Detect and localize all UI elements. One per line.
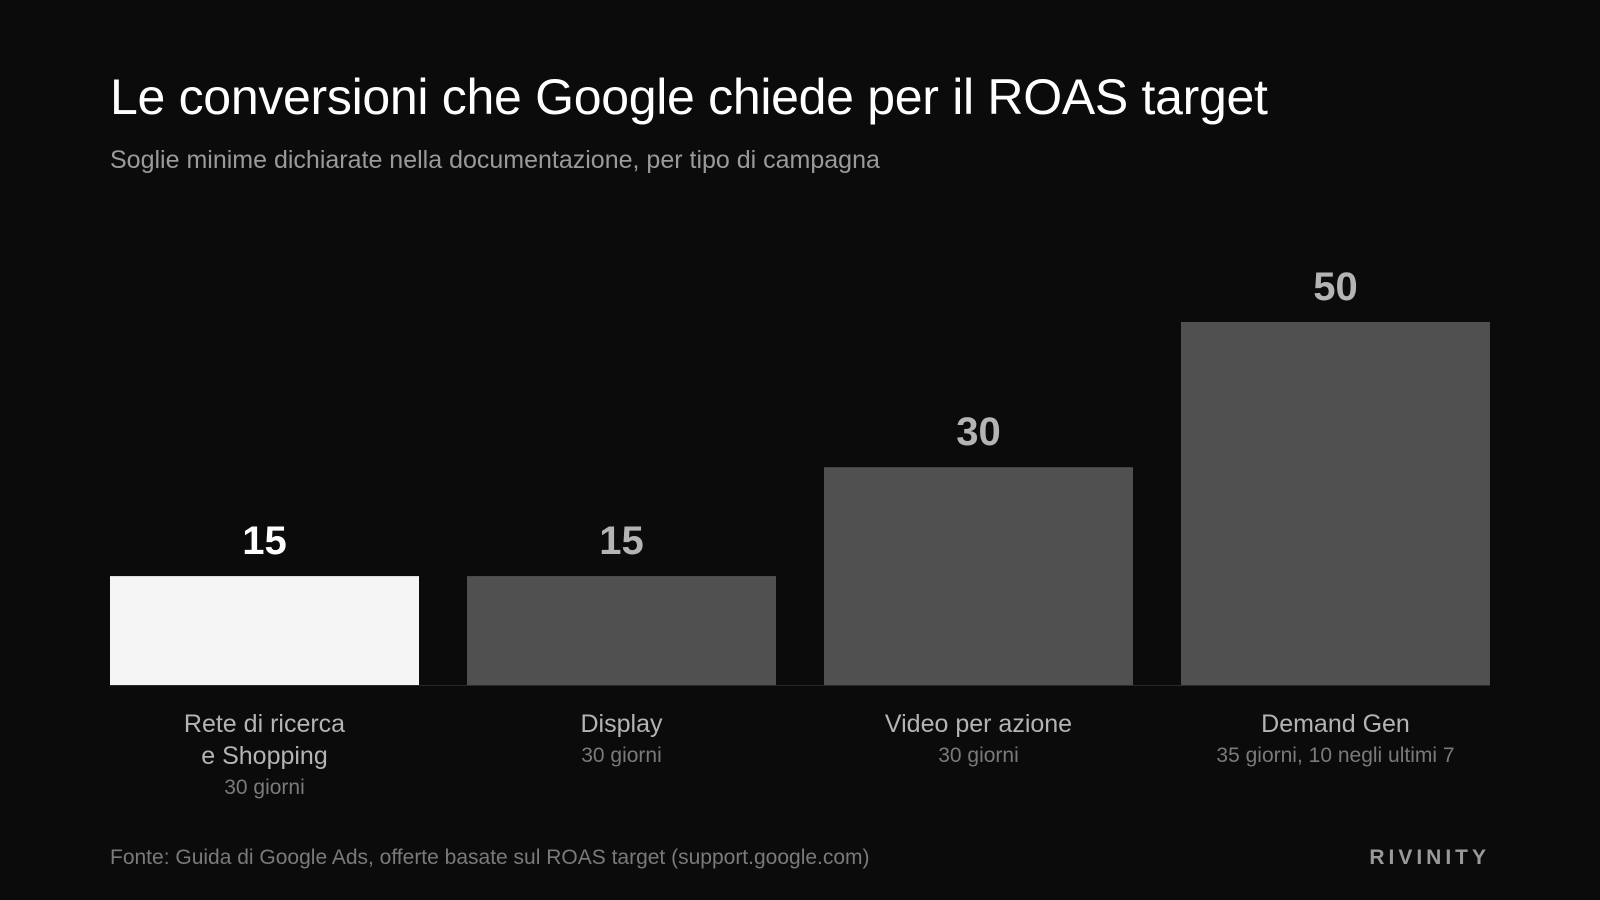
chart-title: Le conversioni che Google chiede per il …: [110, 69, 1268, 125]
source-note: Fonte: Guida di Google Ads, offerte basa…: [110, 846, 870, 869]
bar-1: [467, 576, 776, 685]
bar-0: [110, 576, 419, 685]
bar-3: [1181, 322, 1490, 685]
bar-value-label-1: 15: [599, 519, 644, 563]
bar-2: [824, 467, 1133, 685]
category-label-1-0: Display: [581, 710, 663, 738]
category-label-0-1: e Shopping: [201, 742, 328, 770]
brand-logo: RIVINITY: [1369, 846, 1490, 869]
category-label-0-0: Rete di ricerca: [184, 710, 345, 738]
category-sublabel-1: 30 giorni: [581, 744, 662, 767]
bar-chart: 15 Rete di ricerca e Shopping 30 giorni 15 Di…: [110, 265, 1490, 799]
bar-value-label-3: 50: [1313, 265, 1358, 309]
chart-subtitle: Soglie minime dichiarate nella documenta…: [110, 146, 880, 174]
category-sublabel-0: 30 giorni: [224, 776, 305, 799]
category-sublabel-3: 35 giorni, 10 negli ultimi 7: [1216, 744, 1454, 767]
bar-value-label-2: 30: [956, 410, 1001, 454]
category-sublabel-2: 30 giorni: [938, 744, 1019, 767]
category-label-2-0: Video per azione: [885, 710, 1072, 738]
bar-value-label-0: 15: [242, 519, 287, 563]
category-label-3-0: Demand Gen: [1261, 710, 1410, 738]
